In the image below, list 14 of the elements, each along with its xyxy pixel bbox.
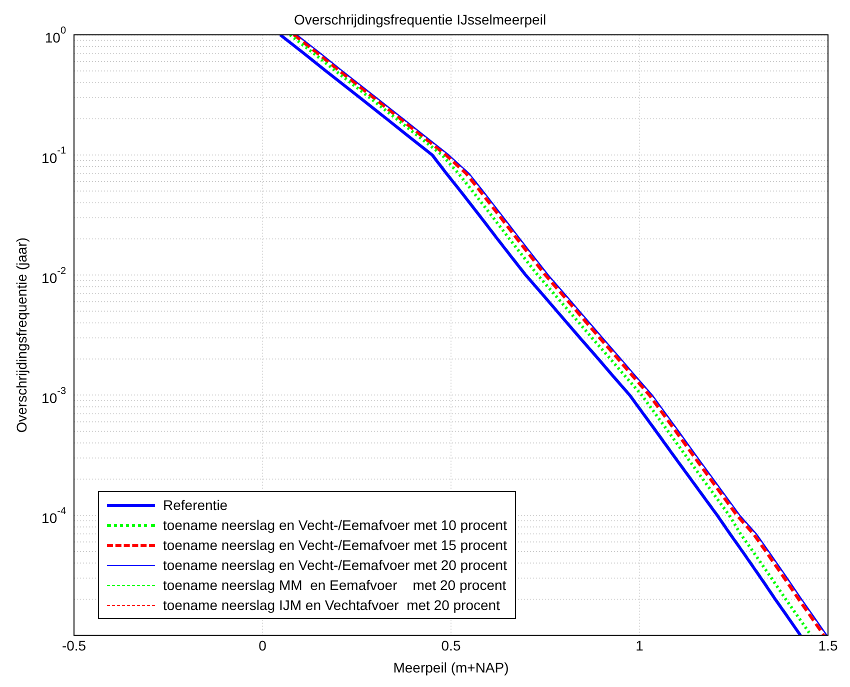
legend-label: toename neerslag en Vecht-/Eemafvoer met 10 procent	[163, 516, 507, 535]
x-tick-label: 0	[258, 638, 267, 654]
x-tick-label: -0.5	[62, 638, 86, 654]
x-tick-label: 0.5	[441, 638, 461, 654]
x-axis-title: Meerpeil (m+NAP)	[393, 659, 509, 676]
legend-label: toename neerslag MM en Eemafvoer met 20 procent	[163, 576, 506, 595]
legend-label: toename neerslag IJM en Vechtafvoer met 20 procent	[163, 596, 500, 615]
x-tick-label: 1.5	[818, 638, 838, 654]
legend-label: toename neerslag en Vecht-/Eemafvoer met 15 procent	[163, 536, 507, 555]
x-tick-label: 1	[636, 638, 644, 654]
y-axis-title: Overschrijdingsfrequentie (jaar)	[13, 237, 30, 433]
legend-label: Referentie	[163, 496, 228, 515]
legend-label: toename neerslag en Vecht-/Eemafvoer met 20 procent	[163, 556, 507, 575]
chart-title: Overschrijdingsfrequentie IJsselmeerpeil	[294, 11, 546, 28]
